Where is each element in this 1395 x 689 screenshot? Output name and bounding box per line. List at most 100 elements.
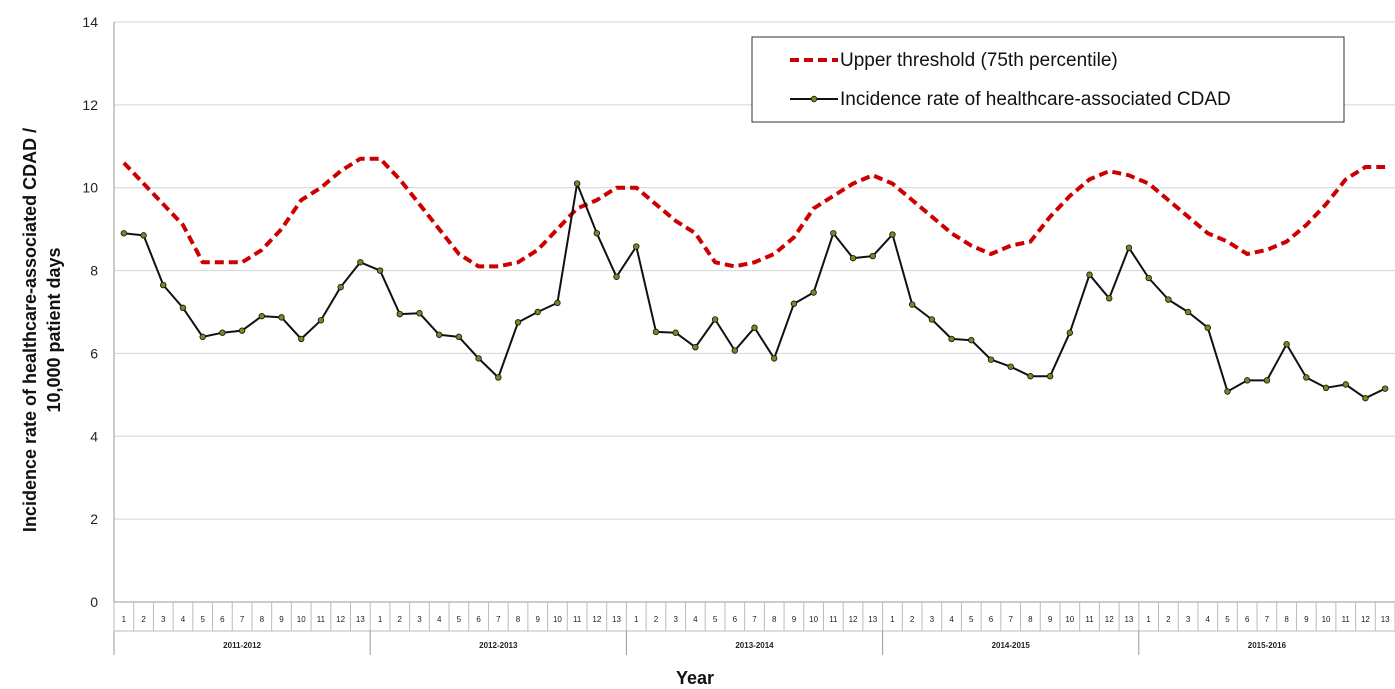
x-tick-label: 6 bbox=[1245, 615, 1250, 624]
y-axis-title-line1: Incidence rate of healthcare-associated … bbox=[20, 128, 40, 532]
incidence-point bbox=[534, 308, 541, 316]
x-tick-label: 9 bbox=[1304, 615, 1309, 624]
incidence-point bbox=[1125, 244, 1133, 251]
y-tick-label: 2 bbox=[90, 511, 98, 527]
x-tick-label: 9 bbox=[535, 615, 540, 624]
series-incidence-line bbox=[123, 182, 1386, 400]
x-tick-label: 8 bbox=[772, 615, 777, 624]
legend-marker-incidence bbox=[810, 95, 818, 103]
x-tick-label: 11 bbox=[317, 615, 326, 624]
incidence-point bbox=[416, 310, 423, 317]
x-tick-label: 12 bbox=[849, 615, 858, 624]
incidence-point bbox=[1027, 373, 1034, 380]
x-tick-label: 12 bbox=[336, 615, 345, 624]
legend-label-threshold: Upper threshold (75th percentile) bbox=[840, 50, 1118, 71]
incidence-point bbox=[1066, 329, 1074, 336]
incidence-point bbox=[140, 232, 147, 239]
x-tick-label: 8 bbox=[516, 615, 521, 624]
incidence-point bbox=[869, 252, 876, 260]
incidence-point bbox=[199, 333, 206, 341]
x-tick-label: 10 bbox=[1322, 615, 1331, 624]
incidence-point bbox=[514, 319, 522, 326]
incidence-point bbox=[1342, 381, 1349, 388]
x-tick-label: 13 bbox=[868, 615, 877, 624]
x-tick-label: 1 bbox=[634, 615, 639, 624]
incidence-point bbox=[751, 324, 758, 331]
x-tick-label: 1 bbox=[1146, 615, 1151, 624]
x-tick-label: 11 bbox=[573, 615, 582, 624]
incidence-point bbox=[652, 328, 660, 336]
x-tick-label: 4 bbox=[181, 615, 186, 624]
year-label: 2015-2016 bbox=[1248, 641, 1287, 650]
incidence-point bbox=[238, 327, 246, 334]
x-tick-label: 4 bbox=[437, 615, 442, 624]
y-tick-label: 10 bbox=[82, 180, 98, 196]
incidence-point bbox=[711, 316, 719, 323]
incidence-point bbox=[1263, 377, 1271, 384]
incidence-point bbox=[1283, 341, 1290, 348]
legend: Upper threshold (75th percentile) Incide… bbox=[751, 36, 1345, 123]
x-tick-label: 4 bbox=[693, 615, 698, 624]
x-tick-label: 5 bbox=[713, 615, 718, 624]
x-tick-label: 1 bbox=[890, 615, 895, 624]
incidence-point bbox=[258, 312, 266, 320]
x-tick-label: 5 bbox=[1225, 615, 1230, 624]
incidence-point bbox=[1007, 363, 1014, 370]
x-tick-label: 9 bbox=[279, 615, 284, 624]
series bbox=[120, 156, 1389, 402]
incidence-point bbox=[987, 356, 995, 363]
x-tick-label: 7 bbox=[1008, 615, 1013, 624]
x-tick-label: 12 bbox=[1361, 615, 1370, 624]
incidence-point bbox=[298, 335, 305, 343]
incidence-point bbox=[672, 329, 679, 336]
incidence-point bbox=[317, 317, 325, 324]
incidence-point bbox=[889, 231, 896, 238]
x-tick-label: 12 bbox=[592, 615, 601, 624]
x-tick-label: 10 bbox=[1065, 615, 1074, 624]
x-tick-label: 1 bbox=[122, 615, 127, 624]
incidence-point bbox=[357, 259, 364, 266]
incidence-point bbox=[1106, 295, 1113, 302]
x-tick-label: 1 bbox=[378, 615, 383, 624]
x-tick-label: 9 bbox=[792, 615, 797, 624]
x-tick-label: 7 bbox=[1265, 615, 1270, 624]
x-tick-label: 4 bbox=[1206, 615, 1211, 624]
x-tick-label: 2 bbox=[1166, 615, 1171, 624]
y-tick-label: 6 bbox=[90, 345, 98, 361]
y-tick-label: 0 bbox=[90, 594, 98, 610]
incidence-point bbox=[455, 333, 463, 341]
year-label: 2014-2015 bbox=[992, 641, 1031, 650]
incidence-point bbox=[1184, 308, 1192, 316]
incidence-point bbox=[908, 301, 916, 308]
axes bbox=[113, 22, 1395, 655]
x-tick-label: 2 bbox=[398, 615, 403, 624]
x-tick-label: 11 bbox=[1085, 615, 1094, 624]
incidence-point bbox=[968, 336, 975, 344]
incidence-point bbox=[810, 289, 817, 296]
x-tick-label: 9 bbox=[1048, 615, 1053, 624]
incidence-point bbox=[573, 180, 581, 187]
x-tick-label: 2 bbox=[654, 615, 659, 624]
y-tick-label: 4 bbox=[90, 428, 98, 444]
x-tick-label: 5 bbox=[969, 615, 974, 624]
incidence-point bbox=[1165, 296, 1172, 303]
incidence-point bbox=[376, 267, 384, 274]
x-axis-title: Year bbox=[676, 668, 714, 688]
x-tick-label: 10 bbox=[297, 615, 306, 624]
incidence-point bbox=[475, 355, 482, 362]
x-tick-label: 6 bbox=[220, 615, 225, 624]
x-tick-label: 3 bbox=[161, 615, 166, 624]
incidence-point bbox=[849, 254, 857, 262]
x-tick-label: 13 bbox=[356, 615, 365, 624]
x-tick-label: 7 bbox=[752, 615, 757, 624]
y-tick-label: 8 bbox=[90, 263, 98, 279]
incidence-point bbox=[1046, 373, 1054, 380]
incidence-point bbox=[771, 355, 778, 362]
x-tick-label: 10 bbox=[553, 615, 562, 624]
incidence-point bbox=[278, 314, 285, 321]
incidence-point bbox=[830, 230, 837, 237]
x-tick-label: 6 bbox=[733, 615, 738, 624]
incidence-point bbox=[179, 304, 187, 312]
incidence-point bbox=[633, 243, 640, 250]
x-tick-label: 3 bbox=[930, 615, 935, 624]
